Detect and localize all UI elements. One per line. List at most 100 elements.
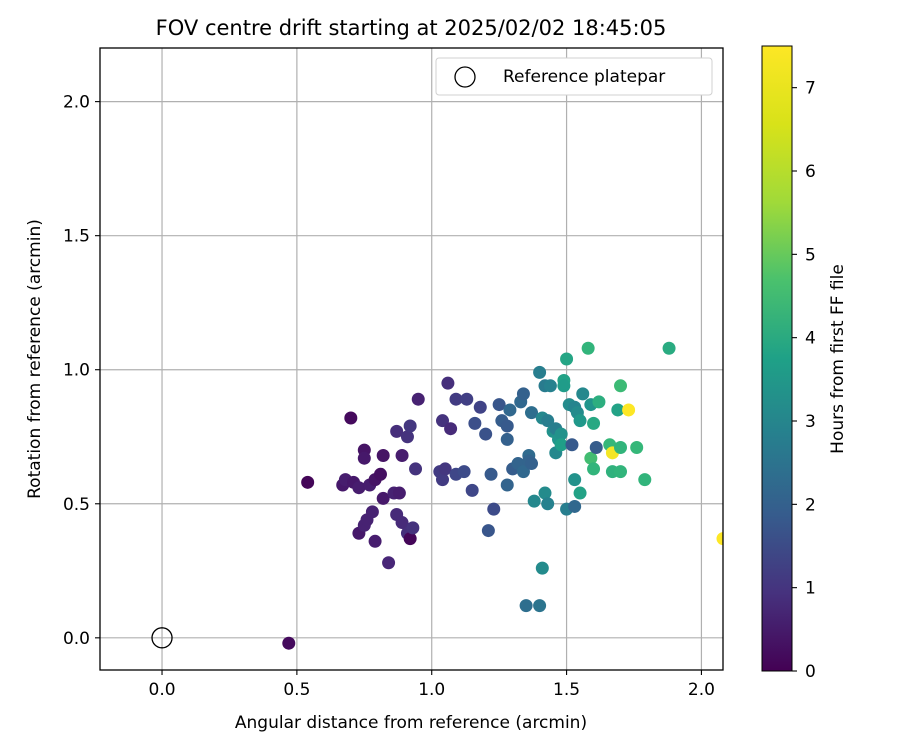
y-tick-label: 1.0 (63, 361, 90, 381)
data-point (395, 516, 409, 530)
data-point (457, 465, 471, 479)
data-point (527, 494, 541, 508)
data-point (525, 457, 539, 471)
data-point (538, 486, 552, 500)
y-tick-label: 0.0 (63, 629, 90, 649)
data-point (503, 403, 517, 417)
data-point (614, 465, 628, 479)
data-point (392, 486, 406, 500)
data-point (500, 419, 514, 433)
x-axis-ticks: 0.0 0.5 1.0 1.5 2.0 (149, 670, 715, 700)
data-point (576, 387, 590, 401)
y-axis-label: Rotation from reference (arcmin) (25, 219, 45, 499)
data-point (436, 473, 450, 487)
data-point (500, 478, 514, 492)
chart-title: FOV centre drift starting at 2025/02/02 … (156, 16, 667, 40)
colorbar-tick-label: 7 (805, 79, 816, 99)
data-point (376, 449, 390, 463)
data-point (592, 395, 606, 409)
data-point (282, 636, 296, 650)
data-point (403, 532, 417, 546)
data-point (395, 449, 409, 463)
colorbar-gradient (761, 45, 793, 672)
data-point (436, 414, 450, 428)
legend-box (435, 57, 713, 96)
data-point (352, 481, 366, 495)
data-point (500, 432, 514, 446)
data-point (573, 486, 587, 500)
data-point (382, 556, 396, 570)
data-point (368, 534, 382, 548)
data-point (400, 430, 414, 444)
data-point (587, 462, 601, 476)
data-point (565, 438, 579, 452)
y-tick-label: 0.5 (63, 495, 90, 515)
grid-lines (100, 48, 723, 670)
plot-frame (99, 47, 724, 671)
colorbar-label: Hours from first FF file (828, 264, 848, 454)
colorbar-ticks: 0 1 2 3 4 5 6 7 (792, 79, 816, 682)
colorbar-tick-label: 0 (805, 662, 816, 682)
data-point (557, 379, 571, 393)
data-point (716, 532, 723, 546)
data-points (282, 341, 723, 650)
data-point (535, 561, 549, 575)
data-point (568, 473, 582, 487)
x-tick-label: 1.0 (418, 680, 445, 700)
data-point (403, 419, 417, 433)
colorbar-tick-label: 2 (805, 495, 816, 515)
data-point (568, 499, 582, 513)
data-point (554, 438, 568, 452)
data-point (344, 411, 358, 425)
data-point (390, 424, 404, 438)
data-point (541, 414, 555, 428)
x-tick-label: 0.5 (283, 680, 310, 700)
data-point (487, 502, 501, 516)
data-point (301, 475, 315, 489)
colorbar-tick-label: 1 (805, 579, 816, 599)
data-point (516, 387, 530, 401)
y-tick-label: 1.5 (63, 227, 90, 247)
data-point (376, 491, 390, 505)
data-point (533, 365, 547, 379)
y-tick-label: 2.0 (63, 93, 90, 113)
data-point (468, 416, 482, 430)
legend-marker-icon (454, 66, 476, 88)
colorbar-tick-label: 6 (805, 162, 816, 182)
x-tick-label: 2.0 (688, 680, 715, 700)
legend: Reference platepar (435, 57, 713, 96)
data-point (357, 451, 371, 465)
data-point (614, 379, 628, 393)
data-point (516, 465, 530, 479)
reference-platepar-marker (151, 627, 173, 649)
data-point (662, 341, 676, 355)
data-point (406, 521, 420, 535)
data-point (449, 392, 463, 406)
data-point (484, 467, 498, 481)
data-point (438, 462, 452, 476)
data-point (560, 352, 574, 366)
data-point (630, 440, 644, 454)
colorbar-tick-label: 3 (805, 412, 816, 432)
data-point (479, 427, 493, 441)
data-point (554, 427, 568, 441)
legend-label: Reference platepar (503, 67, 665, 87)
data-point (373, 467, 387, 481)
x-axis-label: Angular distance from reference (arcmin) (235, 713, 587, 733)
data-point (573, 414, 587, 428)
data-point (411, 392, 425, 406)
data-point (492, 398, 506, 412)
data-point (533, 599, 547, 613)
colorbar-tick-label: 5 (805, 245, 816, 265)
x-tick-label: 1.5 (553, 680, 580, 700)
data-point (638, 473, 652, 487)
data-point (622, 403, 636, 417)
data-point (611, 403, 625, 417)
data-point (519, 599, 533, 613)
data-point (543, 379, 557, 393)
data-point (541, 497, 555, 511)
colorbar: 0 1 2 3 4 5 6 7 Hours from first FF file (761, 45, 848, 682)
data-point (581, 341, 595, 355)
data-point (441, 376, 455, 390)
